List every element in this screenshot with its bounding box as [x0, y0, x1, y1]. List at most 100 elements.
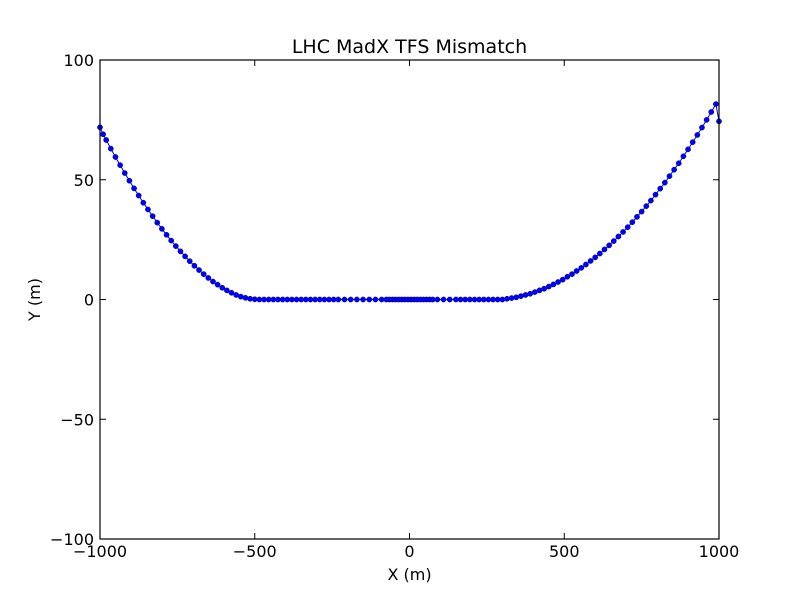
data-point	[366, 296, 373, 303]
data-point	[559, 276, 566, 283]
data-point	[107, 145, 114, 152]
data-point	[638, 208, 645, 215]
data-point	[446, 296, 453, 303]
data-point	[592, 254, 599, 261]
data-point	[182, 253, 188, 260]
data-point	[652, 191, 659, 198]
data-point	[596, 250, 603, 257]
data-point	[648, 197, 654, 204]
data-point	[583, 261, 589, 268]
x-tick-label: 0	[404, 542, 414, 561]
data-point	[205, 275, 212, 281]
data-point	[121, 170, 128, 176]
data-point	[555, 279, 561, 285]
data-point	[518, 293, 524, 299]
data-point	[247, 295, 253, 302]
data-point	[703, 117, 710, 123]
data-point	[126, 177, 133, 184]
y-axis-label: Y (m)	[25, 278, 44, 322]
data-point	[117, 162, 123, 168]
data-point	[713, 101, 719, 107]
data-point	[601, 246, 608, 253]
data-point	[196, 267, 202, 273]
data-point	[499, 296, 506, 303]
data-point	[661, 179, 668, 186]
chart-title: LHC MadX TFS Mismatch	[292, 36, 527, 58]
data-point	[624, 224, 631, 231]
x-tick-label: −1000	[73, 542, 127, 561]
data-point	[360, 296, 366, 303]
data-point	[100, 131, 106, 138]
data-point	[131, 185, 137, 192]
data-point	[372, 296, 379, 303]
data-point	[434, 296, 441, 303]
data-point	[163, 231, 170, 238]
data-point	[657, 185, 664, 192]
data-point	[177, 248, 184, 255]
data-point	[112, 154, 119, 160]
y-tick-label: −100	[50, 530, 94, 549]
data-point	[341, 296, 348, 303]
data-point	[629, 219, 636, 225]
data-point	[569, 271, 575, 277]
data-point	[135, 192, 142, 199]
data-point	[550, 281, 557, 288]
data-point	[145, 206, 151, 213]
data-point	[200, 271, 207, 277]
x-tick-label: 500	[549, 542, 580, 561]
data-point	[237, 293, 244, 300]
y-tick-label: −50	[60, 410, 94, 429]
y-tick-label: 100	[63, 51, 94, 70]
x-tick-label: 1000	[699, 542, 740, 561]
data-point	[545, 283, 552, 290]
data-point	[708, 109, 715, 115]
y-tick-label: 50	[74, 171, 94, 190]
data-point	[689, 139, 696, 145]
data-point	[606, 242, 612, 249]
data-point	[522, 292, 529, 298]
data-point	[154, 219, 161, 226]
data-point	[210, 278, 216, 285]
x-tick-label: −500	[233, 542, 277, 561]
data-point	[620, 229, 626, 235]
data-point	[666, 173, 673, 180]
data-point	[587, 258, 594, 264]
data-point	[224, 287, 230, 294]
data-point	[573, 268, 580, 274]
data-point	[610, 238, 617, 244]
data-point	[694, 132, 701, 138]
data-point	[685, 146, 691, 153]
data-point	[564, 273, 571, 280]
data-point	[186, 258, 193, 265]
data-point	[578, 265, 585, 271]
data-point	[354, 296, 360, 303]
data-point	[228, 289, 235, 296]
data-point	[335, 296, 342, 303]
data-point	[168, 237, 175, 244]
data-point	[440, 296, 447, 303]
data-point	[504, 295, 510, 302]
data-point	[541, 285, 547, 292]
data-point	[149, 213, 156, 219]
data-point	[699, 124, 705, 131]
data-point	[219, 284, 226, 291]
data-point	[214, 281, 221, 288]
x-axis-label: X (m)	[387, 565, 431, 584]
data-point	[680, 153, 687, 160]
data-point	[159, 226, 165, 232]
data-point	[615, 233, 622, 240]
data-point	[508, 295, 515, 301]
data-point	[675, 160, 682, 167]
data-point	[242, 294, 249, 301]
data-marks	[97, 101, 722, 303]
data-point	[191, 262, 198, 269]
data-point	[671, 166, 677, 173]
data-point	[513, 294, 520, 301]
data-point	[172, 243, 179, 249]
data-point	[643, 203, 650, 209]
y-tick-label: 0	[84, 291, 94, 310]
data-point	[103, 137, 110, 143]
series-line-0	[99, 102, 720, 300]
